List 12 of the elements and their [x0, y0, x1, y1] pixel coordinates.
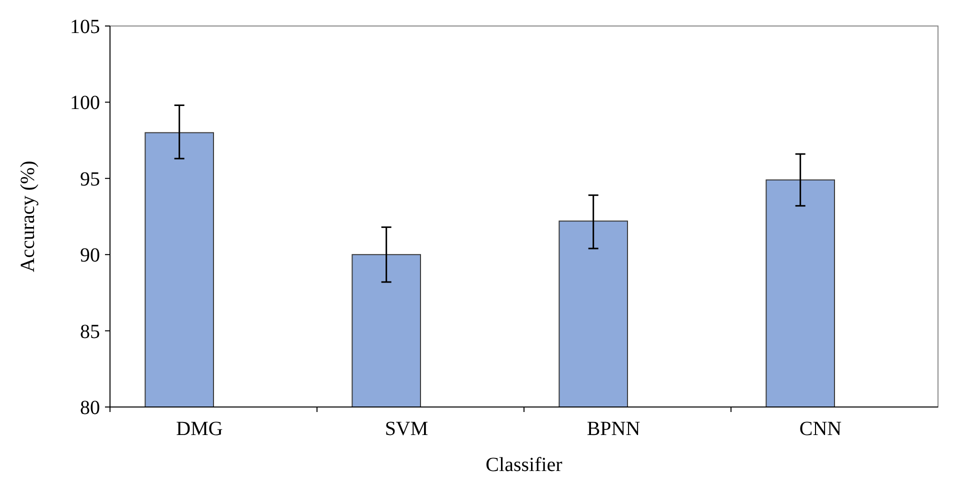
y-tick-label: 80: [80, 397, 100, 419]
y-tick-label: 85: [80, 320, 100, 343]
x-tick-label: BPNN: [586, 418, 640, 440]
x-tick-label: CNN: [799, 418, 842, 440]
y-tick-label: 95: [80, 168, 100, 190]
x-tick-label: SVM: [384, 418, 428, 440]
y-tick-label: 100: [70, 92, 100, 114]
y-tick-label: 105: [70, 16, 100, 38]
y-tick-label: 90: [80, 244, 100, 267]
y-axis-title: Accuracy (%): [17, 160, 39, 272]
x-tick-label: DMG: [176, 418, 223, 440]
x-axis-title: Classifier: [486, 454, 563, 476]
